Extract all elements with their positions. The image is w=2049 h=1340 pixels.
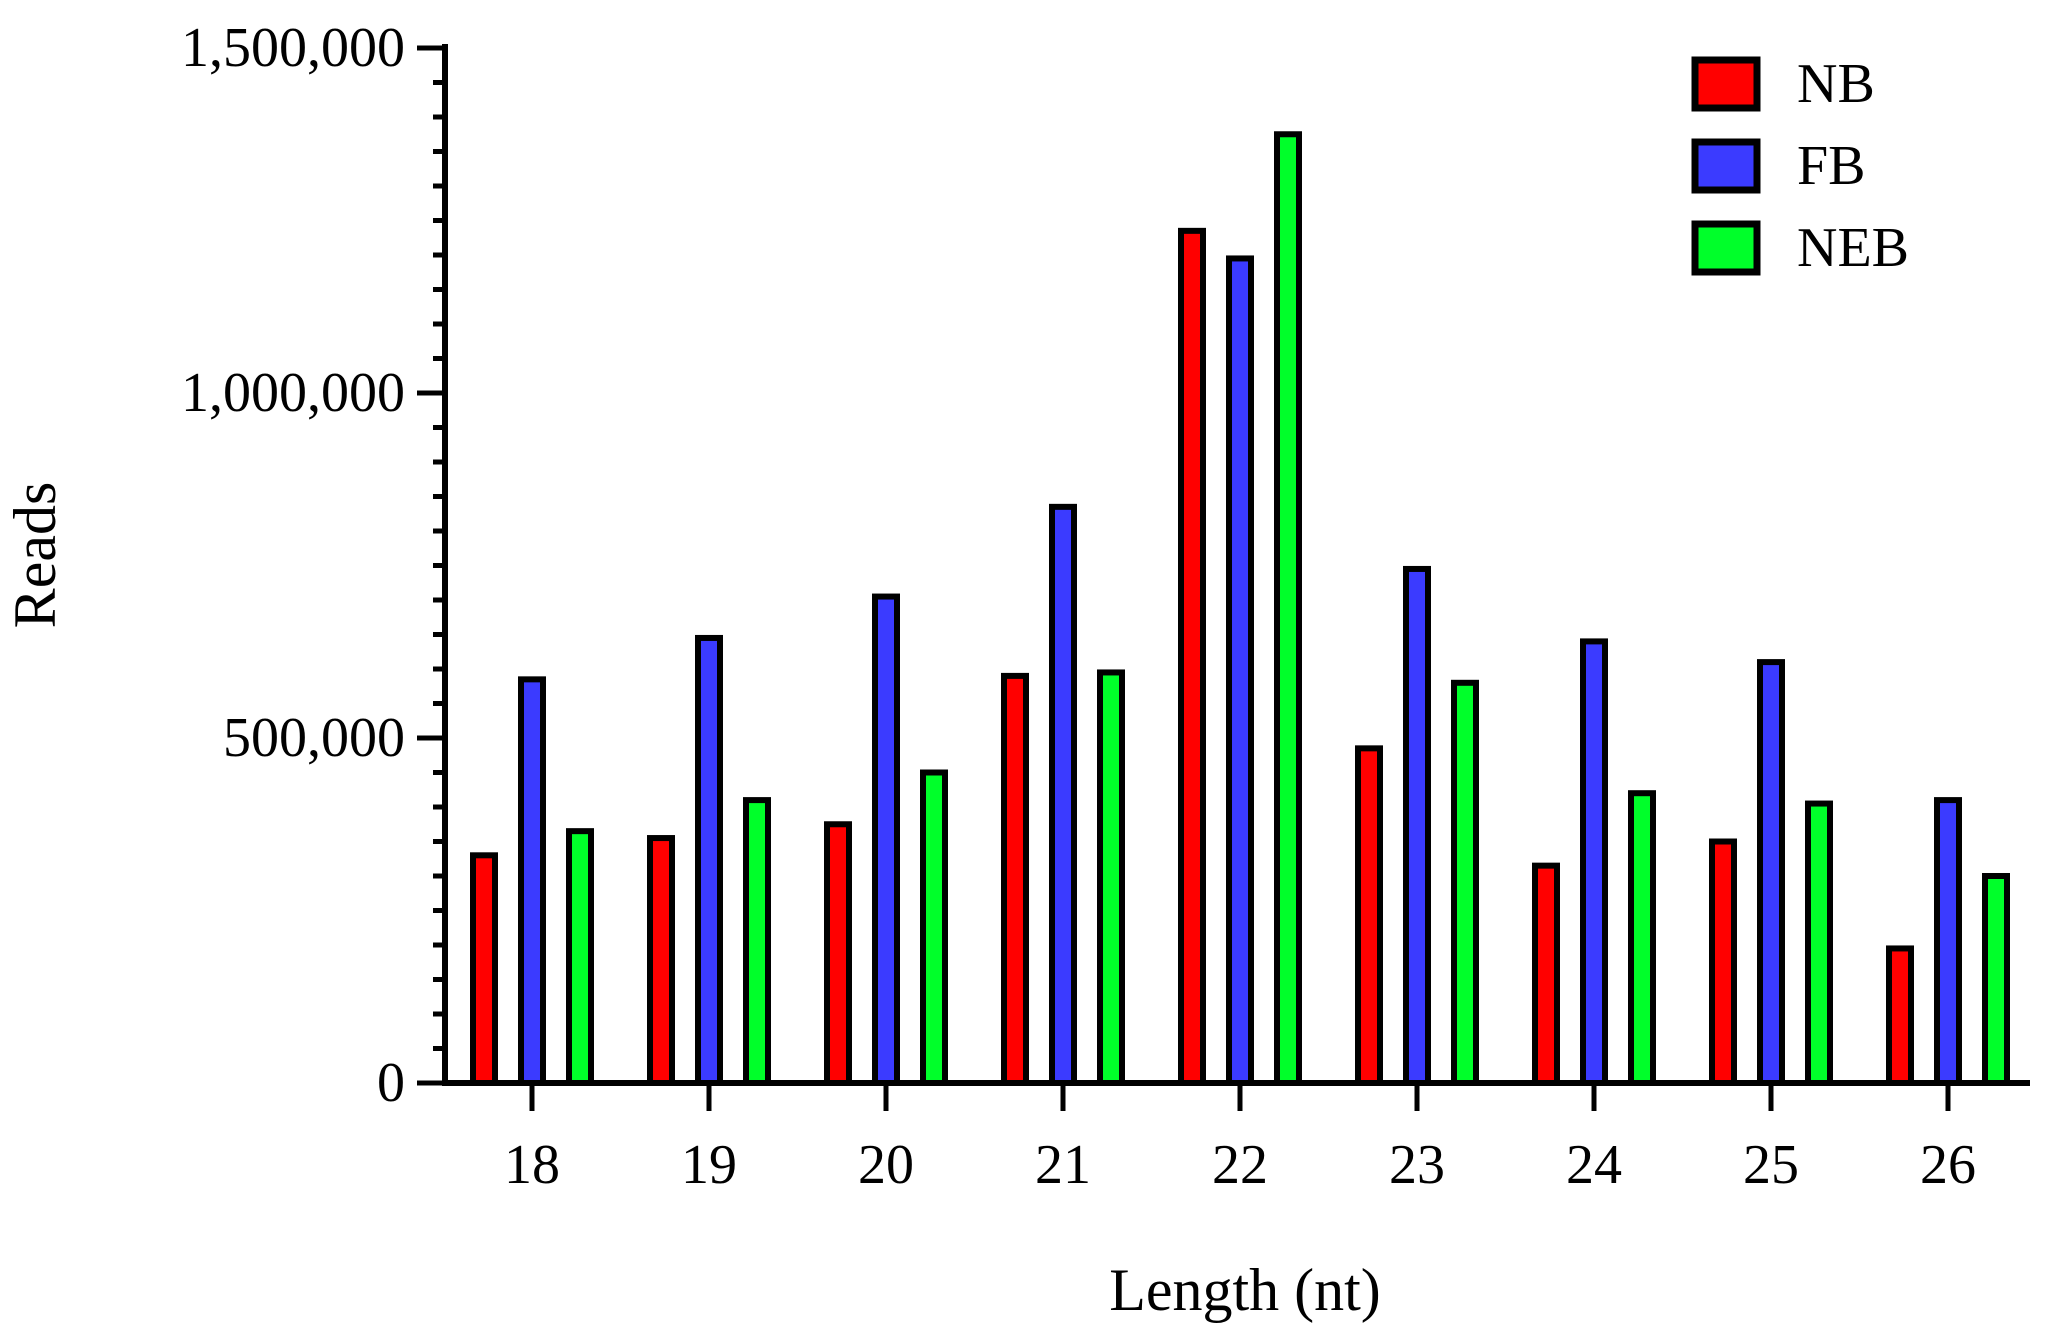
bar-neb-25	[1805, 800, 1833, 1086]
axes-layer: 0 500,000 1,000,000 1,500,000 18 19 20 21 22 23 24…	[181, 17, 2030, 1196]
y-axis-title: Reads	[2, 482, 68, 629]
x-tick-label: 22	[1212, 1134, 1268, 1196]
x-tick-label: 19	[681, 1134, 737, 1196]
legend-layer: NB FB NEB	[1691, 53, 1909, 279]
x-tick-label: 23	[1389, 1134, 1445, 1196]
bar-nb-20	[824, 821, 852, 1086]
bar-nb-25	[1709, 838, 1737, 1086]
bar-neb-20	[920, 769, 948, 1086]
legend-swatch-fb	[1691, 138, 1761, 194]
y-tick-label: 0	[377, 1052, 405, 1114]
bar-fb-21	[1049, 503, 1077, 1087]
x-tick-label: 24	[1566, 1134, 1622, 1196]
bar-nb-24	[1532, 862, 1560, 1087]
legend-label-neb: NEB	[1797, 217, 1909, 279]
x-tick-label: 25	[1743, 1134, 1799, 1196]
legend-swatch-neb	[1691, 220, 1761, 276]
y-tick-label: 1,000,000	[181, 362, 405, 424]
bar-fb-20	[872, 593, 900, 1086]
y-tick-label: 500,000	[223, 707, 405, 769]
bar-fb-25	[1757, 659, 1785, 1086]
legend-swatch-nb	[1691, 56, 1761, 112]
x-axis-title: Length (nt)	[1109, 1257, 1381, 1323]
bar-nb-18	[470, 852, 498, 1086]
bar-neb-22	[1274, 131, 1302, 1086]
bar-nb-23	[1355, 745, 1383, 1086]
bar-fb-26	[1934, 797, 1962, 1086]
x-tick-label: 26	[1920, 1134, 1976, 1196]
bar-nb-21	[1001, 672, 1029, 1087]
x-tick-label: 18	[504, 1134, 560, 1196]
y-tick-label: 1,500,000	[181, 17, 405, 79]
bar-neb-23	[1451, 679, 1479, 1086]
bars-layer	[470, 131, 2010, 1087]
bar-fb-19	[695, 634, 723, 1086]
bar-nb-19	[647, 835, 675, 1086]
bar-fb-23	[1403, 565, 1431, 1086]
bar-fb-18	[518, 676, 546, 1086]
bar-neb-18	[566, 828, 594, 1087]
legend-label-fb: FB	[1797, 135, 1866, 197]
bar-neb-21	[1097, 669, 1125, 1086]
bar-nb-26	[1886, 945, 1914, 1087]
legend-label-nb: NB	[1797, 53, 1875, 115]
x-tick-label: 21	[1035, 1134, 1091, 1196]
x-tick-label: 20	[858, 1134, 914, 1196]
bar-fb-24	[1580, 638, 1608, 1087]
bar-neb-26	[1982, 873, 2010, 1086]
bar-fb-22	[1226, 255, 1254, 1086]
bar-neb-19	[743, 797, 771, 1086]
bar-neb-24	[1628, 790, 1656, 1086]
bar-nb-22	[1178, 227, 1206, 1087]
